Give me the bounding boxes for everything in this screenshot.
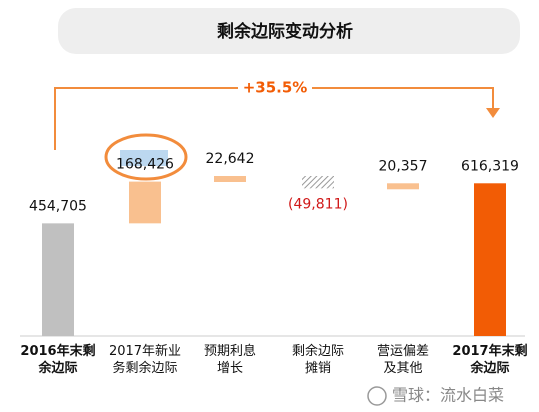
highlight [120,150,168,166]
bar [214,176,246,182]
x-tick-label: 营运偏差 及其他 [376,344,429,376]
x-tick-label: 2016年末剩 余边际 [20,344,96,376]
highlight-circle [104,133,188,181]
annotation-bg [238,78,312,98]
value-label: 616,319 [461,158,519,174]
value-label: 22,642 [206,151,255,167]
annotation: +35.5% [243,79,308,97]
chart-title: 剩余边际变动分析 [217,21,353,42]
value-label: 454,705 [29,198,87,214]
x-tick-label: 2017年新业 务剩余边际 [108,344,182,376]
arrow-head [486,108,500,118]
value-label: 20,357 [379,158,428,174]
bar [302,176,334,189]
value-label: 168,426 [116,157,174,173]
bar [474,183,506,336]
watermark: 雪球：流水白菜 [392,386,504,405]
x-tick-label: 预期利息 增长 [203,344,256,376]
x-tick-label: 2017年末剩 余边际 [452,344,528,376]
x-tick-label: 剩余边际 摊销 [291,344,344,376]
bar [387,183,419,190]
title-box [58,8,520,54]
watermark-icon [367,386,387,406]
value-label: (49,811) [288,196,348,212]
bar [42,223,74,336]
bar [129,181,161,224]
